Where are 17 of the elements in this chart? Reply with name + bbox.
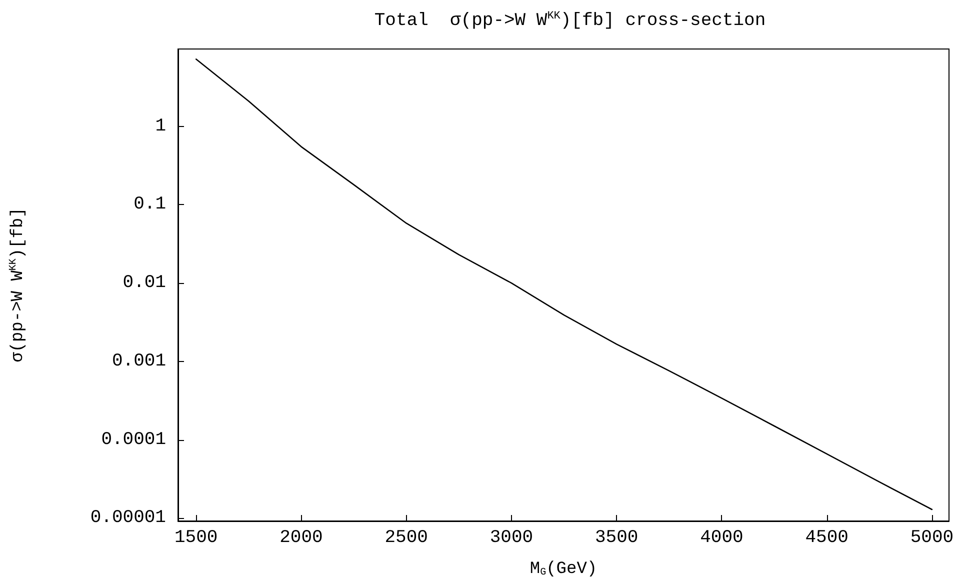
y-tick-label: 0.00001 [90, 508, 166, 528]
y-tick-label: 0.001 [112, 351, 166, 372]
x-tick-label: 3500 [594, 528, 638, 548]
x-tick-label: 4000 [700, 528, 744, 548]
y-axis-title: σ(pp->W WKK)[fb] [8, 208, 28, 362]
y-tick-label: 0.01 [122, 273, 166, 294]
x-axis-title: MG(GeV) [530, 560, 598, 579]
y-tick-label: 0.1 [134, 194, 166, 215]
x-tick-label: 1500 [174, 528, 218, 548]
y-tick-label: 1 [155, 116, 166, 136]
y-tick-label: 0.0001 [101, 430, 166, 450]
line-series [195, 58, 933, 510]
x-tick-label: 3000 [490, 528, 534, 548]
x-tick-label: 2500 [384, 528, 428, 548]
x-tick-label: 2000 [280, 528, 323, 548]
x-tick-label: 5000 [910, 528, 954, 548]
x-tick-label: 4500 [805, 528, 848, 548]
